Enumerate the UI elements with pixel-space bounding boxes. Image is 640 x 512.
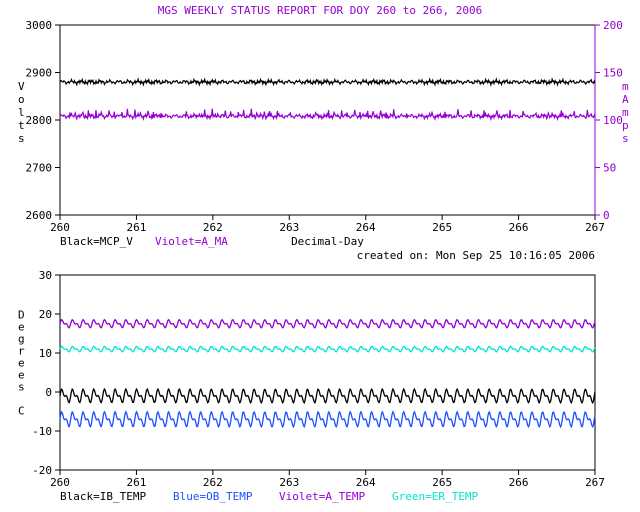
bottom-ylabel: s [18, 381, 25, 394]
top-left-ytick-label: 2600 [26, 209, 53, 222]
bottom-xtick-label: 263 [279, 476, 299, 489]
top-left-ylabel: V [18, 80, 25, 93]
top-right-ylabel: s [622, 132, 629, 145]
top-xtick-label: 263 [279, 221, 299, 234]
top-xtick-label: 267 [585, 221, 605, 234]
chart-svg: MGS WEEKLY STATUS REPORT FOR DOY 260 to … [0, 0, 640, 512]
created-on-label: created on: Mon Sep 25 10:16:05 2006 [357, 249, 595, 262]
bottom-series-A_TEMP [60, 320, 595, 328]
top-left-ytick-label: 3000 [26, 19, 53, 32]
top-right-ylabel: m [622, 80, 629, 93]
bottom-ytick-label: 10 [39, 347, 52, 360]
bottom-xtick-label: 265 [432, 476, 452, 489]
top-xtick-label: 266 [509, 221, 529, 234]
bottom-xtick-label: 266 [509, 476, 529, 489]
bottom-xtick-label: 262 [203, 476, 223, 489]
chart-container: MGS WEEKLY STATUS REPORT FOR DOY 260 to … [0, 0, 640, 512]
bottom-ytick-label: -10 [32, 425, 52, 438]
top-series-MCP_V [60, 79, 595, 85]
top-right-ylabel: p [622, 119, 629, 132]
top-legend-item: Violet=A_MA [155, 235, 228, 248]
top-series-A_MA [60, 109, 595, 119]
top-right-ylabel: A [622, 93, 629, 106]
bottom-xtick-label: 267 [585, 476, 605, 489]
top-left-ytick-label: 2900 [26, 67, 53, 80]
bottom-ytick-label: 0 [45, 386, 52, 399]
top-left-ylabel: l [18, 106, 25, 119]
top-plot-frame [60, 25, 595, 215]
top-xtick-label: 262 [203, 221, 223, 234]
top-xlabel: Decimal-Day [291, 235, 364, 248]
top-left-ylabel: t [18, 119, 25, 132]
top-xtick-label: 264 [356, 221, 376, 234]
top-right-ytick-label: 50 [603, 162, 616, 175]
top-left-ylabel: o [18, 93, 25, 106]
bottom-ytick-label: 30 [39, 269, 52, 282]
top-left-ylabel: s [18, 132, 25, 145]
top-legend-item: Black=MCP_V [60, 235, 133, 248]
top-left-ytick-label: 2700 [26, 162, 53, 175]
top-xtick-label: 261 [126, 221, 146, 234]
bottom-legend-item: Violet=A_TEMP [279, 490, 365, 503]
bottom-series-IB_TEMP [60, 389, 595, 403]
top-right-ytick-label: 200 [603, 19, 623, 32]
bottom-legend-item: Black=IB_TEMP [60, 490, 146, 503]
bottom-ylabel: C [18, 405, 25, 418]
top-xtick-label: 265 [432, 221, 452, 234]
bottom-xtick-label: 261 [126, 476, 146, 489]
top-right-ytick-label: 150 [603, 67, 623, 80]
top-right-ytick-label: 100 [603, 114, 623, 127]
bottom-ytick-label: -20 [32, 464, 52, 477]
bottom-series-ER_TEMP [60, 346, 595, 351]
bottom-legend-item: Green=ER_TEMP [392, 490, 478, 503]
bottom-legend-item: Blue=OB_TEMP [173, 490, 253, 503]
bottom-ytick-label: 20 [39, 308, 52, 321]
bottom-plot-frame [60, 275, 595, 470]
top-xtick-label: 260 [50, 221, 70, 234]
top-left-ytick-label: 2800 [26, 114, 53, 127]
bottom-xtick-label: 260 [50, 476, 70, 489]
top-right-ylabel: m [622, 106, 629, 119]
bottom-series-OB_TEMP [60, 412, 595, 427]
bottom-xtick-label: 264 [356, 476, 376, 489]
top-right-ytick-label: 0 [603, 209, 610, 222]
page-title: MGS WEEKLY STATUS REPORT FOR DOY 260 to … [158, 4, 483, 17]
